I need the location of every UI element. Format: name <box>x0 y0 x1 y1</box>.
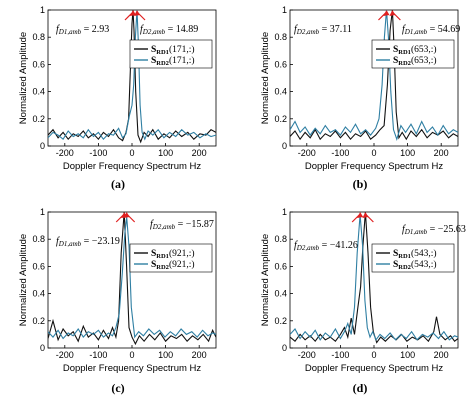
y-axis-label: Normalized Amplitude <box>18 32 29 124</box>
y-tick-label: 0.2 <box>32 114 45 124</box>
y-tick-label: 0.2 <box>32 316 45 326</box>
peak-annotation: fD1,amb = −25.63 <box>402 224 466 236</box>
legend-label: SRD1(653,:) <box>393 44 437 56</box>
y-tick-label: 0.8 <box>32 32 45 42</box>
y-axis-label: Normalized Amplitude <box>260 234 271 326</box>
x-tick-label: -200 <box>298 148 316 158</box>
y-tick-label: 0 <box>40 141 45 151</box>
legend-box <box>129 243 213 273</box>
y-tick-label: 0.6 <box>274 59 287 69</box>
x-tick-label: 100 <box>400 350 415 360</box>
legend-label: SRD2(921,:) <box>151 259 195 271</box>
y-tick-label: 0 <box>282 141 287 151</box>
legend-label: SRD1(171,:) <box>151 44 195 56</box>
chart-panel-b: -200 -100 0 100 200 0 0.2 0.4 0.6 0.8 1 Doppler Fre… <box>260 5 460 191</box>
x-tick-label: -200 <box>56 148 74 158</box>
chart-panel-a: -200 -100 0 100 200 0 0.2 0.4 0.6 0.8 1 Doppler Fre… <box>18 5 217 191</box>
series-line-2 <box>290 214 458 341</box>
y-tick-label: 0.4 <box>274 87 287 97</box>
legend-label: SRD1(921,:) <box>151 248 195 260</box>
x-axis-label: Doppler Frequency Spectrum Hz <box>305 363 444 374</box>
y-tick-label: 0 <box>40 343 45 353</box>
peak-annotation: fD2,amb = 37.11 <box>294 24 352 36</box>
series-line-1 <box>48 212 216 346</box>
x-tick-label: 100 <box>158 148 173 158</box>
annotation-arrowhead <box>121 212 128 218</box>
panel-caption: (c) <box>111 381 124 395</box>
y-tick-label: 0 <box>282 343 287 353</box>
peak-annotation: fD2,amb = 14.89 <box>140 24 198 36</box>
peak-annotation: fD2,amb = −41.26 <box>294 240 358 252</box>
x-tick-label: 100 <box>158 350 173 360</box>
x-tick-label: 0 <box>371 148 376 158</box>
y-tick-label: 0.8 <box>274 234 287 244</box>
x-tick-label: -100 <box>331 350 349 360</box>
y-tick-label: 0.2 <box>274 114 287 124</box>
legend-label: SRD2(543,:) <box>393 259 437 271</box>
plot-frame <box>47 211 217 349</box>
series-line-2 <box>48 10 216 141</box>
legend-box <box>129 39 213 69</box>
y-tick-label: 0.8 <box>32 234 45 244</box>
y-tick-label: 1 <box>40 5 45 15</box>
panel-caption: (a) <box>111 177 125 191</box>
x-tick-label: 200 <box>192 148 207 158</box>
x-tick-label: -200 <box>56 350 74 360</box>
annotation-arrowhead <box>129 10 136 16</box>
legend-label: SRD2(653,:) <box>393 55 437 67</box>
y-tick-label: 1 <box>40 207 45 217</box>
y-tick-label: 0.4 <box>32 87 45 97</box>
x-tick-label: -100 <box>89 350 107 360</box>
annotation-arrowhead <box>357 212 364 218</box>
annotation-arrowhead <box>383 10 390 16</box>
y-tick-label: 0.6 <box>274 261 287 271</box>
y-tick-label: 0.4 <box>274 289 287 299</box>
legend-label: SRD1(543,:) <box>393 248 437 260</box>
annotation-arrowhead <box>389 10 396 16</box>
legend: SRD1(653,:)SRD2(653,:) <box>371 39 455 69</box>
legend: SRD1(543,:)SRD2(543,:) <box>371 243 455 273</box>
x-tick-label: 200 <box>434 350 449 360</box>
x-tick-label: -100 <box>331 148 349 158</box>
chart-panel-d: -200 -100 0 100 200 0 0.2 0.4 0.6 0.8 1 Doppler Fre… <box>260 207 466 395</box>
legend: SRD1(921,:)SRD2(921,:) <box>129 243 213 273</box>
legend-box <box>371 39 455 69</box>
x-tick-label: 0 <box>129 148 134 158</box>
peak-annotation: fD1,amb = 2.93 <box>56 24 109 36</box>
x-tick-label: 0 <box>129 350 134 360</box>
y-tick-label: 0.8 <box>274 32 287 42</box>
y-axis-label: Normalized Amplitude <box>260 32 271 124</box>
peak-annotation: fD2,amb = −15.87 <box>150 219 214 231</box>
x-tick-label: 200 <box>434 148 449 158</box>
y-tick-label: 0.6 <box>32 59 45 69</box>
annotation-arrowhead <box>362 212 369 218</box>
y-tick-label: 1 <box>282 5 287 15</box>
y-tick-label: 1 <box>282 207 287 217</box>
legend-label: SRD2(171,:) <box>151 55 195 67</box>
panel-caption: (b) <box>353 177 368 191</box>
chart-panel-c: -200 -100 0 100 200 0 0.2 0.4 0.6 0.8 1 Doppler Fre… <box>18 207 217 395</box>
x-tick-label: 200 <box>192 350 207 360</box>
peak-annotation: fD1,amb = 54.69 <box>402 24 460 36</box>
x-axis-label: Doppler Frequency Spectrum Hz <box>305 161 444 172</box>
x-tick-label: -200 <box>298 350 316 360</box>
y-tick-label: 0.6 <box>32 261 45 271</box>
peak-annotation: fD1,amb = −23.19 <box>56 236 120 248</box>
x-tick-label: -100 <box>89 148 107 158</box>
series-line-2 <box>290 10 458 141</box>
legend-box <box>371 243 455 273</box>
series-line-1 <box>290 10 458 141</box>
panel-caption: (d) <box>353 381 368 395</box>
y-tick-label: 0.4 <box>32 289 45 299</box>
x-axis-label: Doppler Frequency Spectrum Hz <box>63 363 202 374</box>
x-axis-label: Doppler Frequency Spectrum Hz <box>63 161 202 172</box>
y-axis-label: Normalized Amplitude <box>18 234 29 326</box>
y-tick-label: 0.2 <box>274 316 287 326</box>
annotation-arrowhead <box>134 10 141 16</box>
x-tick-label: 100 <box>400 148 415 158</box>
x-tick-label: 0 <box>371 350 376 360</box>
legend: SRD1(171,:)SRD2(171,:) <box>129 39 213 69</box>
series-line-2 <box>48 217 216 340</box>
